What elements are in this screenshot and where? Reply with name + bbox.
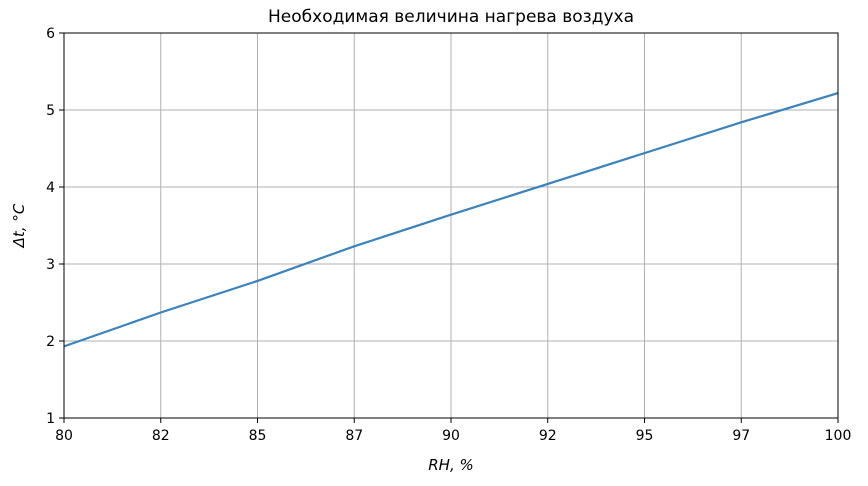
y-tick-label: 6 (46, 26, 55, 42)
x-tick-label: 92 (539, 428, 557, 444)
y-axis-label: Δt, °C (10, 203, 28, 248)
ticks: 80 82 85 87 90 92 95 97 100 1 2 3 4 5 6 (46, 26, 851, 444)
x-tick-label: 100 (825, 428, 852, 444)
x-tick-label: 87 (345, 428, 363, 444)
x-axis-label: RH, % (428, 456, 474, 474)
x-tick-label: 82 (152, 428, 170, 444)
y-tick-label: 2 (46, 334, 55, 350)
y-tick-label: 5 (46, 103, 55, 119)
series-line-0 (63, 92, 839, 348)
y-tick-label: 1 (46, 411, 55, 427)
y-tick-label: 4 (46, 180, 55, 196)
x-tick-label: 80 (55, 428, 73, 444)
x-tick-label: 97 (732, 428, 750, 444)
series-layer (63, 92, 839, 348)
x-tick-label: 95 (636, 428, 654, 444)
x-tick-label: 85 (249, 428, 267, 444)
grid (63, 32, 839, 419)
x-tick-label: 90 (442, 428, 460, 444)
y-tick-label: 3 (46, 257, 55, 273)
chart-title: Необходимая величина нагрева воздуха (268, 7, 634, 27)
